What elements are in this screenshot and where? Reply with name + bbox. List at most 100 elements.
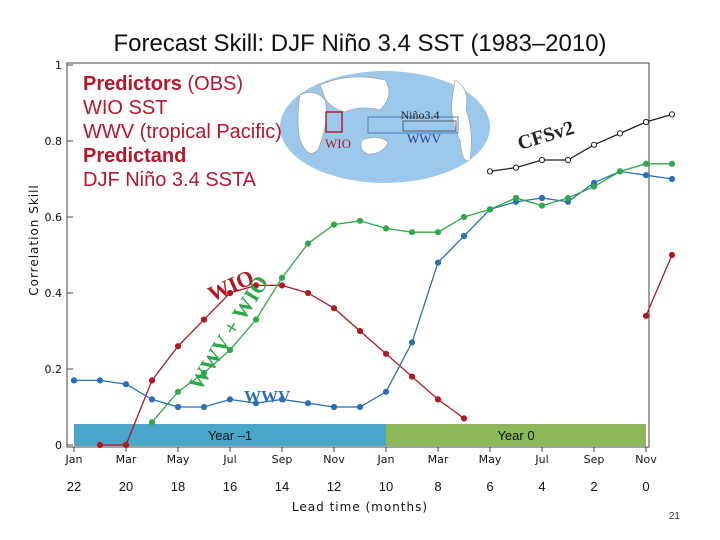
lead-tick-label: 4 (538, 479, 545, 494)
data-point-wwv_wio (174, 388, 182, 395)
month-tick-label: Nov (635, 453, 657, 466)
legend-predictors-line: Predictors (OBS) (83, 72, 282, 96)
lead-tick-label: 14 (275, 479, 289, 494)
data-point-wwv_wio (200, 369, 208, 376)
month-tick-label: Jul (222, 453, 236, 466)
data-point-cfsv2 (486, 168, 494, 175)
month-tick-label: May (167, 453, 190, 466)
data-point-wwv_wio (460, 213, 468, 221)
legend-predictand-heading: Predictand (83, 145, 187, 167)
data-point-wwv (226, 396, 234, 403)
legend-predictors-obs: (OBS) (181, 73, 244, 95)
data-point-wwv (382, 388, 390, 395)
data-point-wwv_wio (356, 217, 364, 224)
y-tick-label: 0.8 (45, 135, 63, 148)
data-point-wio (122, 441, 130, 449)
map-land-africa (297, 92, 327, 154)
data-point-wwv_wio (616, 168, 624, 175)
legend-item-wwv: WWV (tropical Pacific) (83, 121, 282, 143)
data-point-cfsv2 (642, 118, 650, 126)
data-point-wwv_wio (668, 160, 676, 167)
data-point-wwv_wio (408, 229, 416, 236)
data-point-wwv (356, 403, 364, 411)
data-point-wio (408, 373, 416, 380)
data-point-cfsv2 (512, 164, 520, 171)
data-point-wwv (408, 339, 416, 346)
data-point-wio (642, 312, 650, 319)
data-point-wio (174, 343, 182, 350)
plot-frame (66, 62, 650, 448)
month-tick-label: Jan (65, 453, 83, 466)
series-line-cfsv2 (489, 113, 673, 173)
month-tick-label: Mar (116, 453, 137, 466)
data-point-wio (148, 377, 156, 384)
lead-tick-label: 6 (486, 479, 493, 494)
data-point-wwv (668, 175, 676, 183)
data-point-wwv_wio (590, 183, 598, 190)
data-point-wwv (460, 232, 468, 240)
data-point-cfsv2 (668, 111, 676, 118)
y-tick-label: 0.6 (45, 211, 63, 224)
data-point-wio (278, 282, 286, 289)
month-tick-label: Sep (272, 453, 293, 466)
data-point-cfsv2 (590, 141, 598, 148)
lead-tick-label: 2 (590, 479, 597, 494)
data-point-wio (330, 305, 338, 312)
slide-number: 21 (668, 511, 680, 522)
map-land-asia (319, 76, 390, 113)
y-tick-label: 0.2 (45, 363, 63, 376)
data-point-wwv_wio (330, 221, 338, 228)
data-point-wwv_wio (278, 274, 286, 281)
data-point-wio (304, 289, 312, 297)
data-point-wwv_wio (564, 194, 572, 202)
map-wwv-box (367, 116, 459, 134)
year-minus1-label: Year –1 (208, 428, 252, 443)
map-nino-label: Niño3.4 (401, 108, 440, 122)
data-point-wwv (174, 403, 182, 411)
data-point-wwv (70, 377, 78, 384)
month-tick-label: Nov (323, 453, 345, 466)
lead-tick-label: 0 (642, 479, 649, 494)
y-tick-label: 1 (55, 59, 62, 72)
y-tick-label: 0 (55, 439, 62, 452)
data-point-wwv (278, 396, 286, 403)
month-tick-label: May (479, 453, 502, 466)
data-point-wwv_wio (434, 229, 442, 236)
map-nino-box (402, 120, 457, 132)
month-tick-label: Mar (428, 453, 449, 466)
data-point-wwv (434, 259, 442, 266)
data-point-wio (252, 282, 260, 289)
data-point-wwv_wio (642, 160, 650, 167)
data-point-wwv (330, 403, 338, 411)
data-point-wio (382, 350, 390, 357)
y-tick-label: 0.4 (45, 287, 63, 300)
month-tick-label: Sep (584, 453, 605, 466)
year-minus1-bar (74, 424, 386, 446)
map-wio-label: WIO (325, 136, 351, 151)
data-point-wwv (304, 400, 312, 407)
lead-tick-label: 18 (171, 479, 185, 494)
series-layer (70, 111, 676, 449)
data-point-cfsv2 (564, 156, 572, 164)
series-line-wio (645, 254, 673, 317)
predictor-legend: Predictors (OBS) WIO SST WWV (tropical P… (83, 72, 282, 192)
data-point-cfsv2 (616, 130, 624, 137)
data-point-wwv (148, 396, 156, 403)
data-point-wwv_wio (486, 206, 494, 213)
data-point-wwv (538, 194, 546, 202)
data-point-wio (434, 396, 442, 403)
lead-tick-label: 12 (327, 479, 341, 494)
data-point-wwv (200, 403, 208, 411)
year0-label: Year 0 (497, 428, 534, 443)
legend-predictand-line: Predictand (83, 144, 282, 168)
data-point-wio (460, 415, 468, 422)
data-point-wio (668, 251, 676, 259)
world-map-inset: Niño3.4 WWV WIO (280, 71, 490, 183)
data-point-wwv_wio (512, 194, 520, 202)
chart-title: Forecast Skill: DJF Niño 3.4 SST (1983–2… (113, 30, 607, 57)
month-tick-label: Jan (377, 453, 395, 466)
data-point-wwv_wio (252, 316, 260, 323)
data-point-wio (226, 289, 234, 297)
data-point-wwv (96, 377, 104, 384)
data-point-wwv_wio (226, 346, 234, 354)
